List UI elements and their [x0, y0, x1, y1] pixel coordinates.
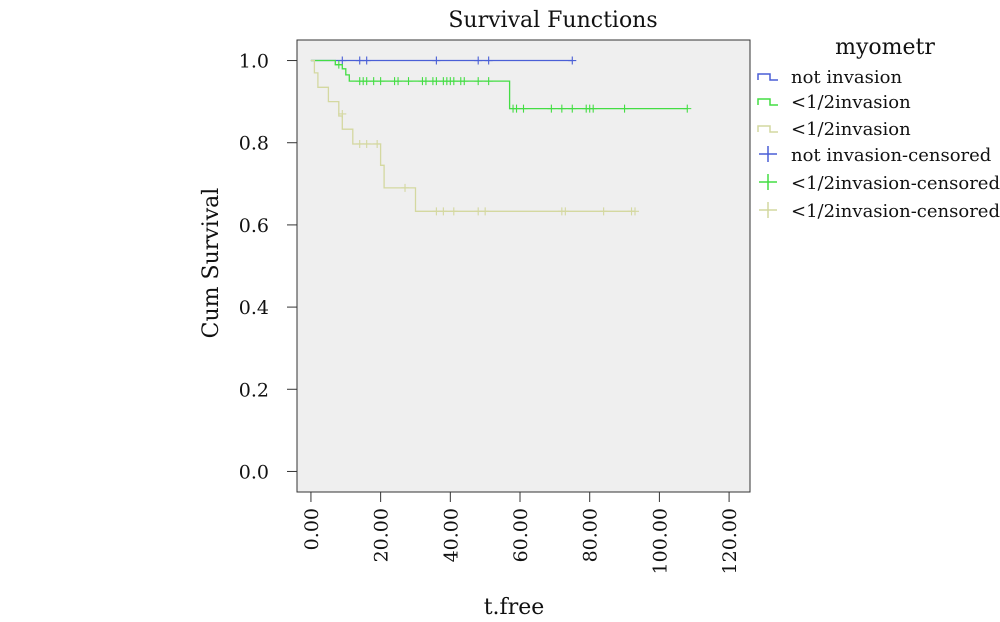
- censor-mark: [620, 104, 629, 113]
- legend-line-swatch: [757, 73, 778, 81]
- censor-mark: [474, 207, 483, 216]
- y-tick-label: 1.0: [239, 51, 269, 73]
- censor-mark: [376, 77, 385, 86]
- series-layer: [310, 56, 692, 216]
- censor-mark: [460, 77, 469, 86]
- x-tick-label: 120.00: [719, 508, 741, 574]
- legend-label: <1/2invasion-censored: [791, 201, 1000, 222]
- y-tick-label: 0.4: [239, 297, 269, 319]
- censor-mark: [432, 207, 441, 216]
- censor-mark: [355, 139, 364, 148]
- censor-mark: [484, 77, 493, 86]
- x-tick-label: 100.00: [649, 508, 671, 574]
- legend-entry: not invasion: [757, 67, 902, 88]
- legend-censor-swatch: [759, 202, 777, 218]
- censor-mark: [334, 60, 343, 69]
- censor-mark: [338, 56, 347, 65]
- plot-area: [296, 39, 751, 493]
- censor-mark: [599, 207, 608, 216]
- chart-title: Survival Functions: [448, 8, 657, 33]
- censor-mark: [338, 109, 347, 118]
- y-axis-label: Cum Survival: [199, 188, 224, 339]
- censor-mark: [547, 104, 556, 113]
- x-tick-label: 60.00: [510, 508, 532, 562]
- x-tick-label: 0.00: [301, 508, 323, 550]
- legend-entry: not invasion-censored: [759, 145, 991, 166]
- censor-mark: [401, 183, 410, 192]
- censor-mark: [362, 56, 371, 65]
- censor-mark: [449, 207, 458, 216]
- censor-mark: [683, 104, 692, 113]
- censor-mark: [481, 207, 490, 216]
- legend-censor-swatch: [759, 174, 777, 190]
- legend-entry: <1/2invasion-censored: [759, 173, 1000, 194]
- legend-label: <1/2invasion-censored: [791, 173, 1000, 194]
- censor-mark: [439, 207, 448, 216]
- censor-mark: [568, 104, 577, 113]
- censor-mark: [369, 77, 378, 86]
- censor-mark: [362, 77, 371, 86]
- legend-entry: <1/2invasion: [757, 92, 911, 113]
- survival-curve-3: [310, 59, 635, 212]
- censor-mark: [432, 56, 441, 65]
- y-tick-label: 0.6: [239, 215, 269, 237]
- censor-mark: [355, 56, 364, 65]
- censor-mark: [373, 139, 382, 148]
- legend-label: not invasion-censored: [791, 145, 991, 166]
- legend: myometr not invasion <1/2invasion <1/2inva…: [757, 35, 1000, 222]
- censor-mark: [561, 207, 570, 216]
- legend-label: not invasion: [791, 67, 902, 88]
- y-tick-label: 0.0: [239, 461, 269, 483]
- legend-title: myometr: [835, 35, 935, 60]
- censor-mark: [519, 104, 528, 113]
- legend-label: <1/2invasion: [791, 92, 911, 113]
- censor-mark: [394, 77, 403, 86]
- censor-mark: [421, 77, 430, 86]
- censor-mark: [568, 56, 577, 65]
- survival-curve-2: [310, 59, 688, 110]
- x-tick-label: 40.00: [440, 508, 462, 562]
- legend-line-swatch: [757, 98, 778, 106]
- censor-mark: [512, 104, 521, 113]
- x-tick-label: 80.00: [580, 508, 602, 562]
- legend-entry: <1/2invasion-censored: [759, 201, 1000, 222]
- censor-mark: [589, 104, 598, 113]
- censor-mark: [404, 77, 413, 86]
- x-axis: 0.00 20.00 40.00 60.00 80.00 100.00 120.00: [301, 492, 741, 574]
- legend-entry: <1/2invasion: [757, 119, 911, 140]
- censor-mark: [474, 77, 483, 86]
- censor-mark: [631, 207, 640, 216]
- censor-mark: [557, 104, 566, 113]
- censor-mark: [362, 139, 371, 148]
- y-tick-label: 0.2: [239, 379, 269, 401]
- y-tick-label: 0.8: [239, 133, 269, 155]
- censor-mark: [432, 77, 441, 86]
- censor-mark: [484, 56, 493, 65]
- x-tick-label: 20.00: [371, 508, 393, 562]
- y-axis: 0.0 0.2 0.4 0.6 0.8 1.0: [239, 51, 297, 483]
- x-axis-label: t.free: [484, 595, 545, 620]
- legend-label: <1/2invasion: [791, 119, 911, 140]
- censor-mark: [449, 77, 458, 86]
- censor-mark: [474, 56, 483, 65]
- legend-censor-swatch: [759, 146, 777, 162]
- legend-line-swatch: [757, 125, 778, 133]
